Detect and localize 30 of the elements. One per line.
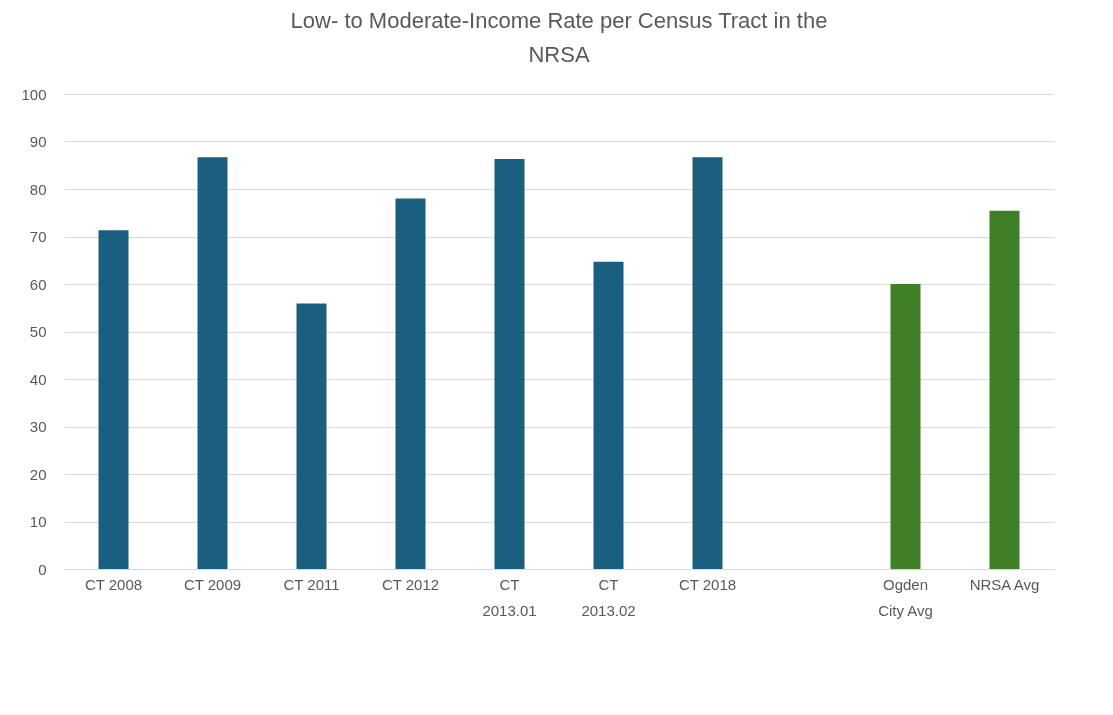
y-tick-label: 100: [21, 85, 47, 103]
bar: [494, 159, 525, 569]
x-tick-label: CT 2018: [678, 575, 737, 593]
y-tick-label: 90: [29, 133, 47, 150]
chart-title: Low- to Moderate-Income Rate per Census Tract in the NRSA: [290, 8, 828, 67]
bar: [593, 261, 624, 569]
x-tick-label: CT 2011: [283, 575, 340, 593]
x-tick-label: CT 2013.02: [581, 575, 636, 619]
y-tick-label: 10: [29, 513, 47, 530]
x-tick-label: Ogden City Avg: [878, 575, 933, 619]
y-tick-label: 0: [38, 560, 47, 578]
y-tick-label: 30: [29, 418, 47, 435]
bar: [296, 303, 327, 569]
bar: [890, 284, 921, 569]
y-tick-label: 20: [29, 465, 47, 483]
x-tick-label: CT 2009: [183, 575, 242, 593]
x-tick-label: CT 2012: [381, 575, 440, 593]
bar: [98, 230, 129, 569]
x-tick-label: CT 2008: [84, 575, 143, 593]
x-tick-label: CT 2013.01: [482, 575, 537, 619]
bar: [989, 210, 1020, 569]
bar: [197, 157, 228, 569]
bar: [395, 198, 426, 569]
bar: [692, 157, 723, 569]
y-tick-label: 60: [29, 275, 47, 293]
y-tick-label: 50: [29, 323, 47, 340]
y-tick-label: 80: [29, 180, 47, 198]
y-tick-label: 70: [29, 228, 47, 245]
x-tick-label: NRSA Avg: [969, 575, 1040, 593]
y-tick-label: 40: [29, 370, 47, 388]
